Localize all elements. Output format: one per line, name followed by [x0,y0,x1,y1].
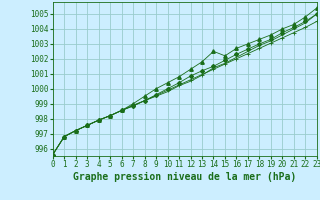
X-axis label: Graphe pression niveau de la mer (hPa): Graphe pression niveau de la mer (hPa) [73,172,296,182]
